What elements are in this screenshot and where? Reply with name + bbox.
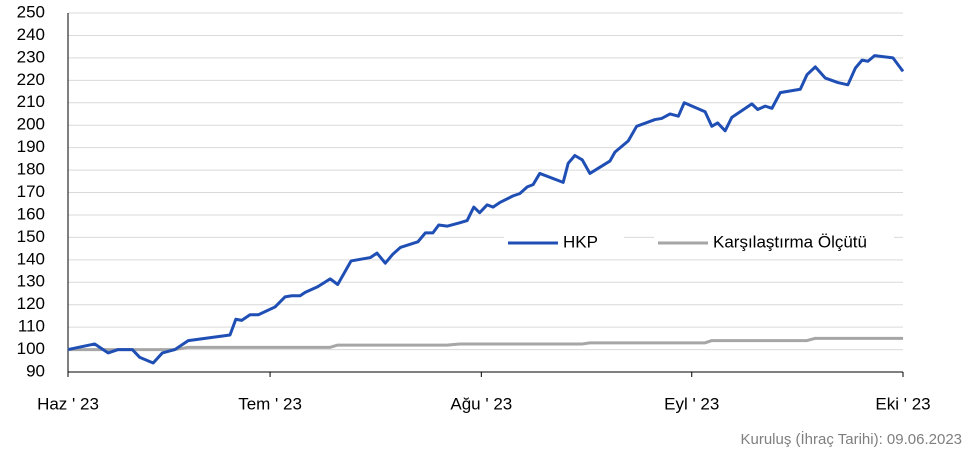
y-tick-label: 150	[17, 227, 45, 246]
y-tick-label: 210	[17, 92, 45, 111]
y-tick-label: 110	[18, 317, 45, 336]
y-tick-label: 200	[17, 115, 45, 134]
y-tick-label: 100	[17, 339, 45, 358]
x-tick-label: Eyl ' 23	[664, 394, 719, 413]
legend-label: HKP	[563, 232, 598, 251]
x-tick-label: Tem ' 23	[238, 394, 302, 413]
y-tick-label: 130	[17, 272, 45, 291]
y-tick-label: 250	[17, 2, 45, 21]
y-tick-label: 220	[17, 70, 45, 89]
y-tick-label: 180	[17, 160, 45, 179]
x-tick-label: Haz ' 23	[37, 394, 99, 413]
y-tick-label: 140	[17, 249, 45, 268]
note: Kuruluş (İhraç Tarihi): 09.06.2023	[740, 430, 962, 448]
y-tick-label: 190	[17, 137, 45, 156]
y-tick-label: 160	[17, 204, 45, 223]
y-tick-label: 170	[17, 182, 45, 201]
legend-label: Karşılaştırma Ölçütü	[713, 232, 867, 251]
x-tick-label: Eki ' 23	[875, 394, 930, 413]
series-line	[67, 54, 905, 365]
x-tick-label: Ağu ' 23	[450, 394, 512, 413]
y-tick-label: 90	[26, 361, 45, 380]
y-tick-label: 120	[17, 294, 45, 313]
y-tick-label: 230	[17, 47, 45, 66]
y-tick-label: 240	[17, 25, 45, 44]
series-line	[68, 336, 903, 352]
